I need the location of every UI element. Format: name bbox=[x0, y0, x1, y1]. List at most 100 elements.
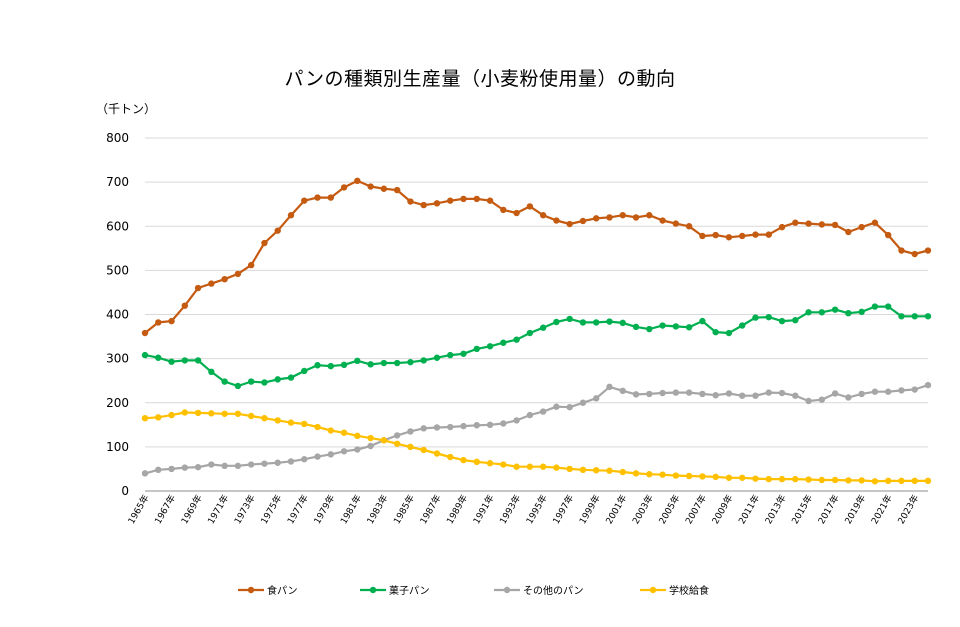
data-point bbox=[632, 323, 640, 331]
x-tick-label: 1997年 bbox=[550, 493, 576, 527]
data-point bbox=[672, 472, 680, 479]
data-point bbox=[367, 183, 374, 190]
data-point bbox=[898, 477, 905, 485]
data-point bbox=[340, 361, 348, 369]
data-point bbox=[725, 390, 733, 397]
data-point bbox=[141, 351, 149, 359]
legend-swatch-marker bbox=[503, 586, 511, 594]
data-point bbox=[407, 358, 414, 366]
data-point bbox=[473, 195, 480, 203]
data-point bbox=[327, 362, 334, 370]
data-point bbox=[500, 339, 507, 346]
data-point bbox=[194, 463, 202, 471]
data-point bbox=[632, 470, 640, 477]
data-point bbox=[831, 306, 839, 313]
gridlines bbox=[145, 137, 928, 492]
data-point bbox=[765, 475, 772, 483]
legend-label: 菓子パン bbox=[389, 585, 430, 597]
data-point bbox=[287, 458, 295, 465]
data-point bbox=[553, 403, 560, 410]
series-line bbox=[144, 305, 928, 388]
data-point bbox=[659, 217, 666, 224]
y-axis-unit-label: （千トン） bbox=[96, 102, 157, 116]
data-point bbox=[301, 197, 308, 204]
x-tick-label: 1965年 bbox=[125, 493, 151, 527]
data-point bbox=[367, 361, 374, 368]
series-1 bbox=[141, 303, 932, 390]
data-point bbox=[221, 410, 228, 417]
x-tick-label: 2015年 bbox=[789, 493, 815, 527]
data-point bbox=[646, 325, 653, 333]
data-point bbox=[553, 464, 560, 471]
data-point bbox=[593, 467, 600, 474]
data-point bbox=[513, 336, 520, 343]
data-point bbox=[314, 194, 321, 201]
data-point bbox=[593, 395, 600, 402]
data-point bbox=[181, 409, 189, 416]
data-point bbox=[619, 319, 626, 327]
data-point bbox=[845, 309, 852, 317]
data-point bbox=[168, 358, 175, 365]
data-point bbox=[340, 184, 348, 191]
data-point bbox=[274, 227, 281, 234]
data-point bbox=[486, 343, 494, 350]
data-point bbox=[566, 220, 573, 228]
data-point bbox=[433, 354, 441, 361]
data-point bbox=[141, 329, 149, 337]
data-point bbox=[579, 399, 587, 406]
y-tick-label: 100 bbox=[106, 440, 129, 454]
data-point bbox=[739, 322, 746, 329]
data-point bbox=[287, 419, 295, 426]
data-point bbox=[911, 386, 918, 393]
series-3 bbox=[141, 409, 932, 485]
data-point bbox=[619, 387, 626, 395]
data-point bbox=[486, 197, 494, 204]
x-tick-label: 1969年 bbox=[178, 493, 204, 527]
data-point bbox=[593, 215, 600, 222]
data-point bbox=[778, 389, 786, 397]
data-point bbox=[619, 212, 626, 219]
data-point bbox=[566, 403, 573, 411]
data-point bbox=[327, 451, 334, 458]
data-point bbox=[181, 302, 189, 309]
data-point bbox=[526, 329, 534, 337]
data-point bbox=[831, 221, 839, 229]
data-point bbox=[155, 319, 162, 326]
data-point bbox=[194, 357, 202, 364]
data-point bbox=[234, 410, 242, 417]
data-point bbox=[301, 456, 308, 463]
x-tick-label: 1993年 bbox=[497, 493, 523, 527]
x-tick-label: 2005年 bbox=[656, 493, 682, 527]
data-point bbox=[526, 411, 534, 419]
data-point bbox=[752, 314, 759, 321]
data-point bbox=[898, 247, 905, 254]
data-point bbox=[792, 219, 799, 226]
data-point bbox=[871, 388, 879, 395]
data-point bbox=[792, 317, 799, 324]
x-tick-label: 2007年 bbox=[683, 493, 709, 527]
data-point bbox=[672, 323, 680, 330]
data-point bbox=[513, 463, 520, 470]
data-point bbox=[460, 456, 467, 464]
data-point bbox=[725, 329, 733, 337]
data-point bbox=[447, 197, 454, 204]
data-point bbox=[924, 381, 932, 389]
y-axis: 0 100 200 300 400 500 600 700 800 bbox=[106, 131, 129, 498]
data-point bbox=[393, 186, 401, 194]
data-point bbox=[460, 422, 467, 430]
data-point bbox=[221, 276, 228, 283]
data-point bbox=[354, 357, 361, 365]
data-point bbox=[221, 462, 228, 470]
data-point bbox=[911, 250, 918, 258]
data-point bbox=[287, 374, 295, 381]
data-point bbox=[924, 313, 932, 320]
data-point bbox=[155, 354, 162, 361]
data-point bbox=[539, 408, 547, 415]
data-point bbox=[380, 437, 388, 444]
legend-swatch-marker bbox=[369, 586, 377, 594]
data-point bbox=[725, 474, 733, 481]
y-tick-label: 300 bbox=[106, 352, 129, 366]
data-point bbox=[672, 220, 680, 227]
data-point bbox=[566, 465, 573, 473]
data-point bbox=[884, 231, 892, 239]
